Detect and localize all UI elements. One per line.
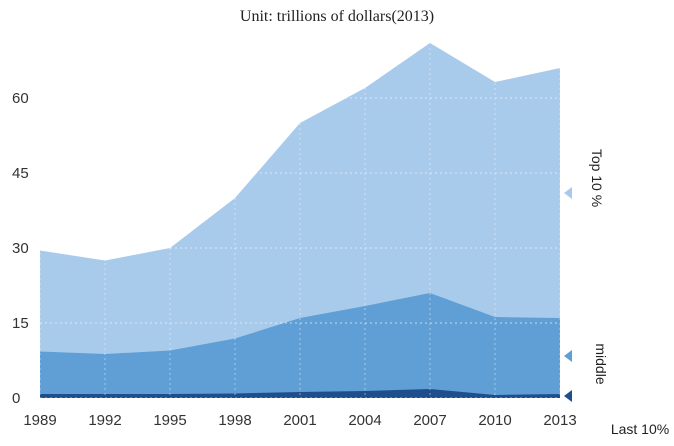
y-tick-label: 60	[12, 90, 29, 107]
x-tick-label: 2013	[543, 412, 576, 429]
x-tick-label: 2010	[478, 412, 511, 429]
x-tick-label: 1992	[88, 412, 121, 429]
x-tick-label: 2004	[348, 412, 381, 429]
side-label-top: Top 10 %	[589, 149, 605, 207]
marker-arrow-0	[564, 390, 572, 402]
y-tick-label: 0	[12, 390, 20, 407]
x-tick-label: 1995	[153, 412, 186, 429]
x-tick-label: 1998	[218, 412, 251, 429]
series-area-middle	[40, 293, 560, 398]
marker-arrow-1	[564, 350, 572, 362]
marker-arrow-2	[564, 187, 572, 199]
x-tick-label: 1989	[23, 412, 56, 429]
x-tick-label: 2001	[283, 412, 316, 429]
series-area-last-10-	[40, 389, 560, 398]
y-tick-label: 15	[12, 315, 29, 332]
x-tick-label: 2007	[413, 412, 446, 429]
side-label-middle: middle	[593, 343, 609, 384]
y-tick-label: 30	[12, 240, 29, 257]
side-label-last: Last 10%	[611, 421, 669, 437]
y-tick-label: 45	[12, 165, 29, 182]
chart-title: Unit: trillions of dollars(2013)	[239, 8, 435, 25]
